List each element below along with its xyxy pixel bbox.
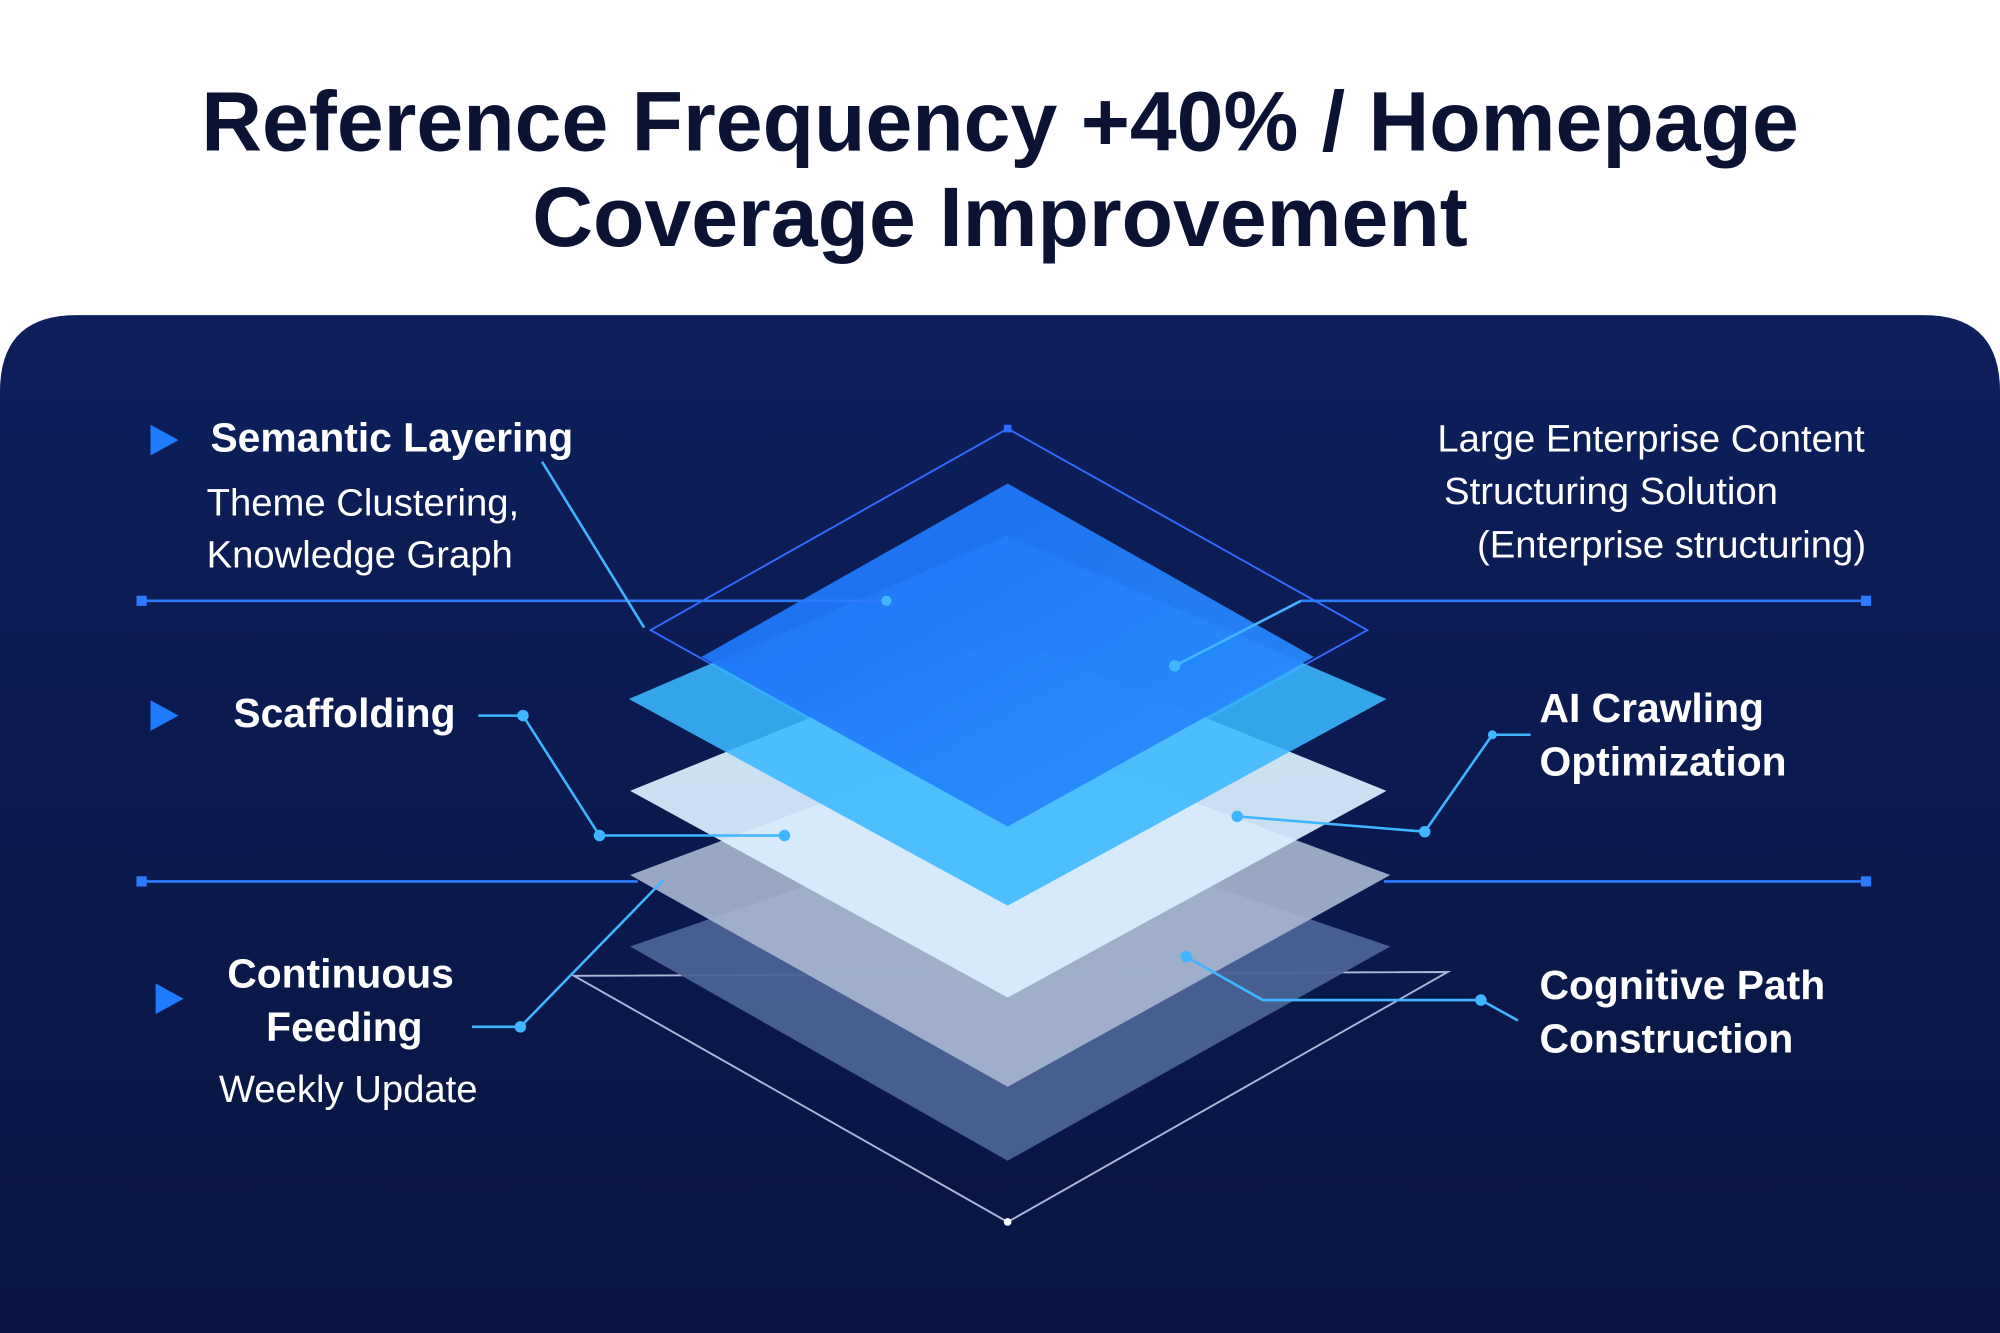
label-feeding: Feeding <box>266 1004 422 1050</box>
connector-dots <box>514 660 1497 1033</box>
triangle-right-icon <box>150 424 179 456</box>
triangle-right-icon <box>150 700 179 731</box>
connectors <box>471 461 1531 1029</box>
label-continuous: Continuous <box>227 950 454 996</box>
connector-semantic <box>541 461 646 629</box>
label-ai-crawling: AI Crawling <box>1540 685 1764 731</box>
label-semantic-layering: Semantic Layering <box>210 415 573 461</box>
triangle-right-icon <box>155 983 184 1015</box>
label-enterprise-structuring: (Enterprise structuring) <box>1477 523 1866 566</box>
connector-enterprise <box>1174 599 1302 667</box>
label-large-enterprise: Large Enterprise Content <box>1437 418 1865 461</box>
divider-node <box>1860 595 1872 606</box>
connector-dot <box>881 595 892 606</box>
divider-node <box>136 876 147 887</box>
label-construction: Construction <box>1540 1015 1794 1061</box>
label-theme-clustering: Theme Clustering, <box>207 481 520 524</box>
connector-crawling <box>1237 733 1531 834</box>
label-structuring-solution: Structuring Solution <box>1444 470 1778 513</box>
page-title-line2: Coverage Improvement <box>532 170 1468 264</box>
connector-cognitive <box>1185 955 1519 1022</box>
outline-top-node <box>1003 424 1012 433</box>
label-scaffolding: Scaffolding <box>233 690 455 736</box>
label-cognitive-path: Cognitive Path <box>1540 962 1826 1008</box>
label-knowledge-graph: Knowledge Graph <box>207 534 513 577</box>
divider-node <box>136 595 147 606</box>
connector-scaffolding <box>478 714 785 837</box>
page-title-line1: Reference Frequency +40% / Homepage <box>201 75 1799 169</box>
layer-1 <box>701 483 1314 827</box>
label-optimization: Optimization <box>1540 739 1787 785</box>
outline-bottom-node <box>1003 1218 1012 1226</box>
label-weekly-update: Weekly Update <box>219 1068 478 1111</box>
divider-node <box>1860 876 1872 887</box>
